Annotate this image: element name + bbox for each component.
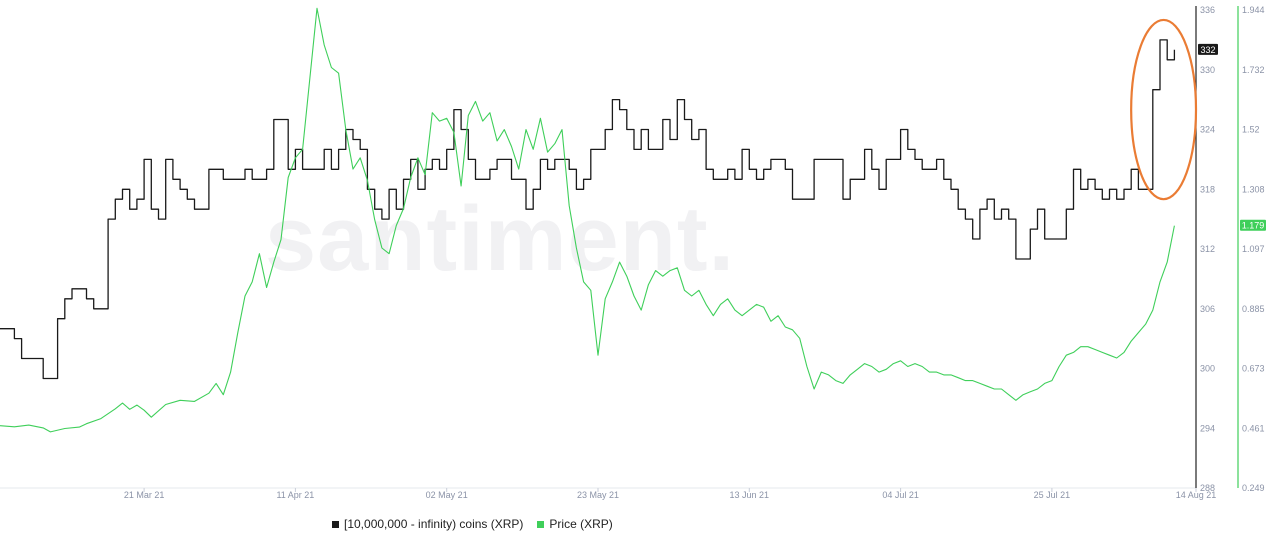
right-y-axis: 1.944 1.732 1.52 1.308 1.097 0.885 0.673 0.461 0… <box>1237 5 1265 493</box>
right-tick-label: 1.097 <box>1242 244 1265 254</box>
price-value-badge <box>1240 219 1266 231</box>
legend: [10,000,000 - infinity) coins (XRP) Pric… <box>332 517 613 531</box>
x-tick-label: 02 May 21 <box>426 490 468 500</box>
right-tick-label: 0.249 <box>1242 483 1265 493</box>
left-tick-label: 294 <box>1200 423 1215 433</box>
left-tick-label: 300 <box>1200 364 1215 374</box>
left-tick-label: 336 <box>1200 5 1215 15</box>
left-tick-label: 312 <box>1200 244 1215 254</box>
holders-value-badge <box>1198 43 1218 55</box>
price-series-line <box>0 7 1175 433</box>
left-tick-label: 324 <box>1200 125 1215 135</box>
right-tick-label: 0.673 <box>1242 364 1265 374</box>
right-tick-label: 1.732 <box>1242 65 1265 75</box>
right-tick-label: 1.52 <box>1242 125 1260 135</box>
x-tick-label: 21 Mar 21 <box>124 490 165 500</box>
holders-value-badge-text: 332 <box>1200 45 1215 55</box>
right-tick-label: 1.944 <box>1242 5 1265 15</box>
legend-label-price: Price (XRP) <box>549 517 613 531</box>
value-badges: 332 1.179 <box>1198 43 1266 231</box>
left-tick-label: 318 <box>1200 184 1215 194</box>
left-tick-label: 306 <box>1200 304 1215 314</box>
right-tick-label: 0.885 <box>1242 304 1265 314</box>
x-axis: 21 Mar 21 11 Apr 21 02 May 21 23 May 21 13 J… <box>0 487 1217 500</box>
holders-series-line <box>0 39 1176 380</box>
x-tick-label: 14 Aug 21 <box>1176 490 1217 500</box>
series-layer <box>0 7 1176 433</box>
left-tick-label: 330 <box>1200 65 1215 75</box>
highlight-ellipse <box>1130 18 1198 201</box>
legend-label-holders: [10,000,000 - infinity) coins (XRP) <box>344 517 524 531</box>
price-value-badge-text: 1.179 <box>1242 221 1265 231</box>
annotation-layer <box>1130 18 1198 201</box>
x-tick-label: 11 Apr 21 <box>276 490 314 500</box>
legend-item-holders[interactable]: [10,000,000 - infinity) coins (XRP) <box>332 517 523 531</box>
x-tick-label: 04 Jul 21 <box>882 490 919 500</box>
x-tick-label: 23 May 21 <box>577 490 619 500</box>
x-tick-label: 13 Jun 21 <box>730 490 770 500</box>
left-y-axis: 336 330 324 318 312 306 300 294 288 <box>1195 5 1215 493</box>
legend-swatch-holders <box>332 520 339 528</box>
right-tick-label: 0.461 <box>1242 423 1265 433</box>
right-tick-label: 1.308 <box>1242 184 1265 194</box>
legend-item-price[interactable]: Price (XRP) <box>537 517 613 531</box>
left-tick-label: 288 <box>1200 483 1215 493</box>
watermark: santiment. <box>265 188 735 290</box>
legend-swatch-price <box>537 520 545 528</box>
x-tick-label: 25 Jul 21 <box>1034 490 1071 500</box>
